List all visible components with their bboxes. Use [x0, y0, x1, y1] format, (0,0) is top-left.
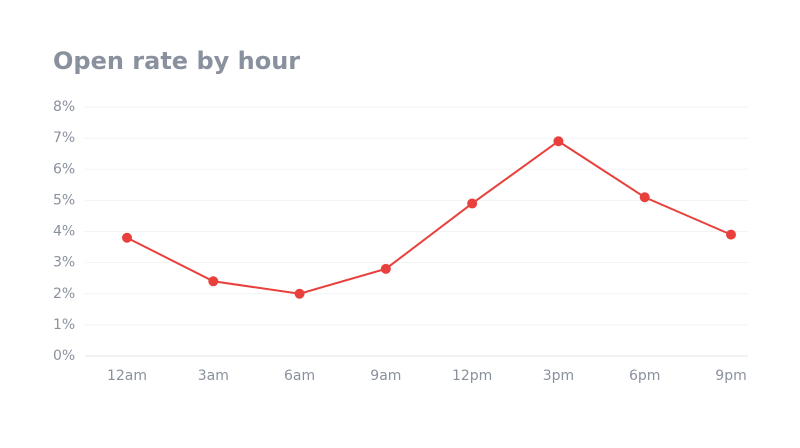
point [553, 136, 564, 147]
y-tick-label: 5% [53, 192, 75, 208]
y-tick-label: 0% [53, 348, 75, 364]
x-tick-label: 9pm [715, 368, 746, 384]
y-tick-label: 3% [53, 255, 75, 271]
x-tick-label: 6am [284, 368, 315, 384]
x-tick-label: 12am [107, 368, 147, 384]
point [380, 263, 391, 274]
y-tick-label: 7% [53, 130, 75, 146]
chart-title: Open rate by hour [53, 47, 300, 75]
x-tick-label: 12pm [452, 368, 492, 384]
x-tick-label: 3pm [543, 368, 574, 384]
line [126, 140, 732, 295]
x-tick-label: 6pm [629, 368, 660, 384]
point [467, 198, 478, 209]
point [639, 192, 650, 203]
point [208, 276, 219, 287]
x-tick-label: 9am [370, 368, 401, 384]
y-tick-label: 2% [53, 286, 75, 302]
y-tick-label: 6% [53, 161, 75, 177]
x-tick-label: 3am [198, 368, 229, 384]
point [294, 288, 305, 299]
point [122, 232, 132, 243]
point [726, 229, 736, 240]
y-tick-label: 8% [53, 99, 75, 115]
y-tick-label: 1% [53, 317, 75, 333]
y-tick-label: 4% [53, 224, 75, 240]
